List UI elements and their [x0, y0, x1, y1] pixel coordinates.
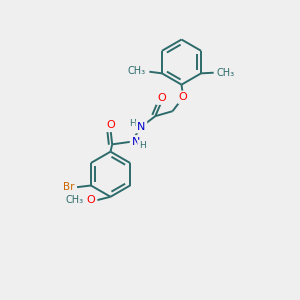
Text: CH₃: CH₃ — [217, 68, 235, 78]
Text: N: N — [131, 137, 140, 147]
Text: O: O — [157, 93, 166, 103]
Text: O: O — [87, 195, 96, 205]
Text: CH₃: CH₃ — [127, 66, 146, 76]
Text: N: N — [137, 122, 146, 132]
Text: O: O — [179, 92, 188, 102]
Text: CH₃: CH₃ — [66, 195, 84, 205]
Text: H: H — [129, 119, 136, 128]
Text: Br: Br — [63, 182, 74, 192]
Text: H: H — [139, 141, 145, 150]
Text: O: O — [106, 120, 115, 130]
